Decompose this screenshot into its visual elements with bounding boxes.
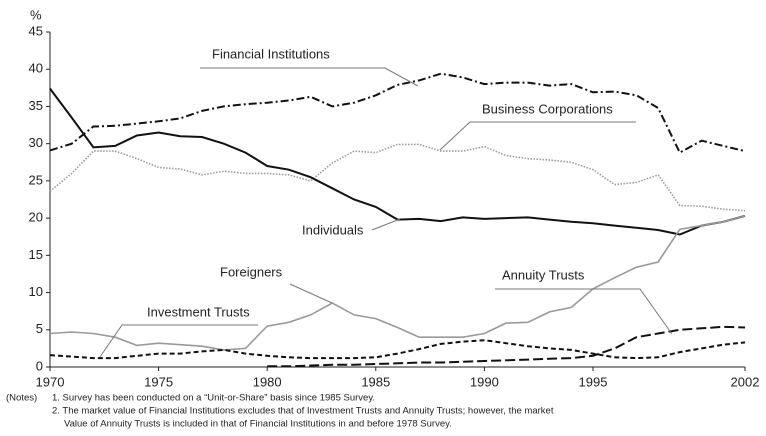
x-tick-label: 2002 [731, 374, 760, 389]
y-tick-label: 10 [29, 284, 43, 299]
series-line [267, 325, 746, 368]
y-tick-label: 0 [36, 358, 43, 373]
series-label: Business Corporations [482, 101, 613, 116]
note: Value of Annuity Trusts is included in t… [64, 419, 452, 430]
leader-line [200, 67, 419, 87]
x-tick-label: 1990 [470, 374, 499, 389]
leader-line [289, 283, 333, 304]
x-tick-label: 1970 [36, 374, 65, 389]
series-line [49, 88, 746, 236]
y-axis-label: % [30, 7, 42, 22]
series-line [49, 215, 746, 351]
series-label: Investment Trusts [147, 304, 250, 319]
y-tick-label: 25 [29, 172, 43, 187]
series-label: Annuity Trusts [502, 267, 585, 282]
y-tick-label: 40 [29, 61, 43, 76]
x-tick-label: 1980 [253, 374, 282, 389]
y-tick-label: 35 [29, 98, 43, 113]
y-tick-label: 30 [29, 135, 43, 150]
note: 1. Survey has been conducted on a “Unit-… [52, 393, 375, 404]
x-tick-label: 1985 [361, 374, 390, 389]
note: (Notes) [6, 393, 37, 404]
leader-line [495, 288, 673, 335]
y-tick-label: 5 [36, 321, 43, 336]
series-label: Individuals [302, 222, 364, 237]
y-tick-label: 15 [29, 247, 43, 262]
leader-line [99, 324, 258, 358]
leader-line [371, 218, 401, 231]
series-label: Foreigners [220, 264, 283, 279]
series-line [49, 72, 746, 154]
series-line [49, 339, 746, 360]
series-label: Financial Institutions [212, 46, 330, 61]
y-tick-label: 20 [29, 210, 43, 225]
x-tick-label: 1975 [144, 374, 173, 389]
y-tick-label: 45 [29, 23, 43, 38]
x-tick-label: 1995 [579, 374, 608, 389]
series-line [49, 143, 746, 212]
leader-line [439, 121, 636, 151]
note: 2. The market value of Financial Institu… [52, 406, 554, 417]
